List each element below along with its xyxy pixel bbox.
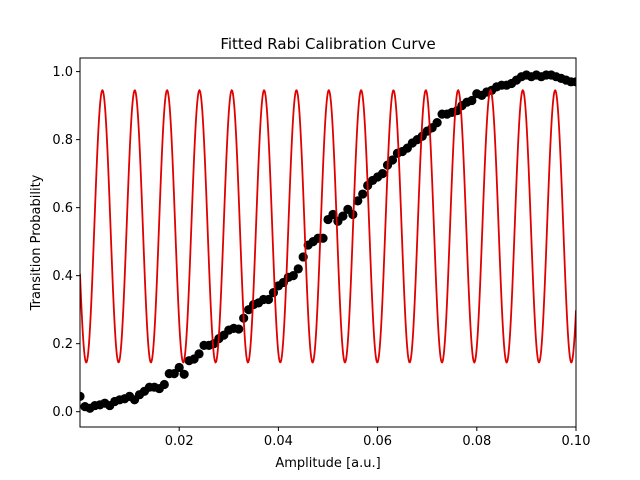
- y-tick-label: 0.0: [52, 405, 73, 420]
- y-tick-label: 0.6: [52, 201, 73, 216]
- x-tick-label: 0.06: [363, 434, 392, 449]
- data-point: [234, 324, 244, 334]
- data-point: [358, 189, 368, 199]
- data-point: [174, 362, 184, 373]
- data-point: [328, 209, 338, 220]
- data-point: [263, 294, 274, 305]
- data-point: [169, 369, 179, 379]
- x-tick-label: 0.08: [462, 434, 491, 449]
- x-tick-label: 0.02: [165, 434, 194, 449]
- data-point: [293, 264, 303, 274]
- data-point: [467, 95, 477, 106]
- y-tick-label: 0.4: [52, 269, 73, 284]
- plot-frame: [79, 57, 577, 428]
- data-point: [571, 77, 576, 87]
- data-point: [194, 349, 204, 359]
- data-point: [288, 271, 298, 281]
- data-point: [80, 391, 85, 401]
- data-point: [179, 369, 189, 379]
- data-point: [387, 155, 398, 165]
- y-axis-label: Transition Probability: [29, 174, 44, 311]
- fit-curve-line: [80, 89, 576, 364]
- data-point: [432, 118, 442, 128]
- plot-area: [80, 70, 576, 413]
- data-points-series: [80, 70, 576, 413]
- y-tick-label: 1.0: [52, 65, 73, 80]
- x-tick-label: 0.10: [562, 434, 591, 449]
- y-tick-label: 0.2: [52, 337, 73, 352]
- chart-title: Fitted Rabi Calibration Curve: [220, 35, 435, 53]
- y-tick-label: 0.8: [52, 133, 73, 148]
- x-axis-label: Amplitude [a.u.]: [275, 456, 380, 471]
- x-tick-label: 0.04: [264, 434, 293, 449]
- data-point: [377, 169, 388, 179]
- data-point: [353, 196, 363, 206]
- data-point: [338, 211, 348, 221]
- data-point: [159, 379, 169, 390]
- x-axis: 0.02 0.04 0.06 0.08 0.10: [165, 427, 591, 449]
- y-axis: 0.0 0.2 0.4 0.6 0.8 1.0: [52, 65, 80, 420]
